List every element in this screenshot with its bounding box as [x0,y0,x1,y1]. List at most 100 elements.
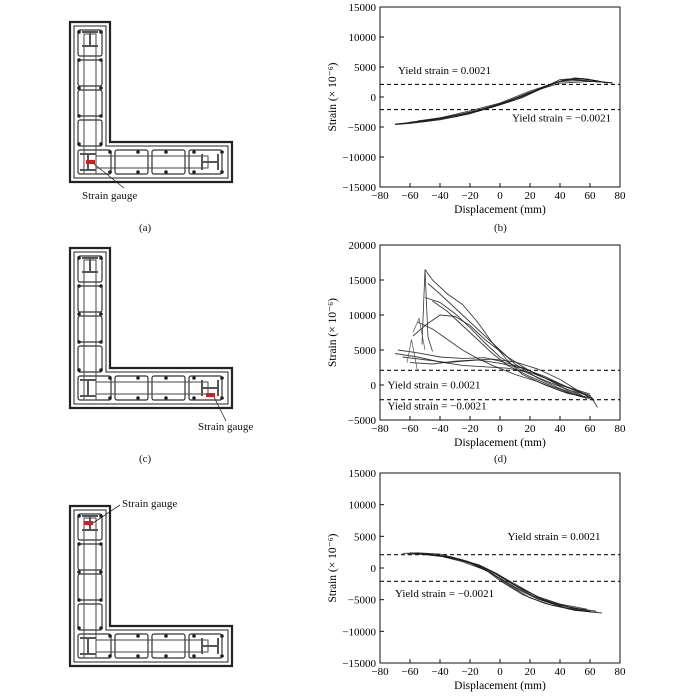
rebar-dot [99,86,103,90]
i-beam-corner [80,379,96,397]
hysteresis-curve-2 [432,300,588,399]
rebar-dot [77,598,81,602]
x-tick-label: −60 [401,423,419,435]
y-tick-label: 10000 [349,32,377,44]
rebar-dot [108,170,112,174]
flange-cell [188,149,223,175]
yield-label: Yield strain = −0.0021 [388,401,487,413]
section-outline [68,504,234,668]
yield-label: Yield strain = 0.0021 [388,380,481,392]
web-cell [77,513,103,541]
rebar-dot [77,514,81,518]
rebar-dot [77,340,81,344]
caption-a: (a) [139,222,152,234]
hysteresis-curve-9 [424,297,583,396]
y-tick-label: −5000 [348,415,377,427]
x-tick-label: 80 [615,423,627,435]
y-tick-label: 20000 [349,240,377,252]
flange-cell [114,375,149,401]
section-outline [68,20,234,184]
hysteresis-curve-7 [432,554,588,610]
caption-d: (d) [494,453,507,465]
rebar-dot [77,312,81,316]
web-cell [77,255,103,283]
x-tick-label: 40 [555,190,567,202]
rebar-dot [164,396,168,400]
hysteresis-curve-0 [402,552,598,613]
rebar-dot [77,142,81,146]
rebar-dot [136,170,140,174]
x-tick-label: 0 [497,190,503,202]
x-tick-label: −60 [401,666,419,678]
rebar-dot [77,256,81,260]
gauge-leader-c [213,396,227,422]
yield-label: Yield strain = −0.0021 [512,113,611,125]
i-beam-end [201,638,219,654]
rebar-dot [77,86,81,90]
hysteresis-curve-0 [424,269,591,399]
rebar-dot [164,150,168,154]
gauge-label-c: Strain gauge [198,421,254,433]
x-tick-label: −40 [431,666,449,678]
rebar-dot [77,542,81,546]
x-tick-label: −80 [371,190,389,202]
web-cell [77,59,103,87]
section-drawing-a [68,20,234,668]
y-axis-label: Strain (× 10⁻⁶) [327,62,339,131]
x-tick-label: 60 [585,666,597,678]
strain-gauge-marker [206,393,215,397]
x-axis-label: Displacement (mm) [454,437,546,449]
yield-label: Yield strain = −0.0021 [395,588,494,600]
rebar-dot [77,570,81,574]
rebar-dot [136,376,140,380]
rebar-dot [136,634,140,638]
y-tick-label: 0 [371,92,377,104]
rebar-dot [99,626,103,630]
gauge-label-a: Strain gauge [82,190,138,202]
i-beam-corner [80,637,96,655]
caption-b: (b) [494,222,507,234]
rebar-dot [220,376,224,380]
y-tick-label: 10000 [349,500,377,512]
rebar-dot [192,376,196,380]
section-inner-outline [73,509,229,663]
y-tick-label: −10000 [342,626,376,638]
rebar-dot [220,150,224,154]
gauge-label-e: Strain gauge [122,498,178,510]
x-tick-label: 20 [525,666,537,678]
l-section [68,20,234,184]
y-tick-label: −10000 [342,152,376,164]
i-beam-top [82,257,98,273]
x-tick-label: −20 [461,190,479,202]
x-tick-label: 20 [525,190,537,202]
x-tick-label: 80 [615,666,627,678]
rebar-dot [164,654,168,658]
yield-label: Yield strain = 0.0021 [508,531,601,543]
y-tick-label: 15000 [349,2,377,14]
rebar-dot [99,312,103,316]
x-tick-label: −40 [431,423,449,435]
web-cell [77,89,103,117]
flange-cell [151,633,186,659]
x-axis-label: Displacement (mm) [454,680,546,692]
web-cell [77,315,103,343]
rebar-dot [77,626,81,630]
plot-frame [379,6,621,188]
x-tick-label: 0 [497,666,503,678]
web-cell [77,119,103,147]
rebar-dot [192,654,196,658]
rebar-dot [99,142,103,146]
rebar-dot [192,150,196,154]
x-tick-label: −40 [431,190,449,202]
hysteresis-curve-7 [409,359,591,395]
y-axis-label: Strain (× 10⁻⁶) [327,533,339,602]
y-tick-label: 5000 [354,345,377,357]
rebar-dot [77,30,81,34]
y-tick-label: −15000 [342,658,376,670]
web-cell [77,573,103,601]
hysteresis-curve-8 [412,314,598,408]
i-beam-end [201,380,219,396]
x-axis-label: Displacement (mm) [454,204,546,216]
rebar-dot [192,396,196,400]
hysteresis-curve-5 [402,356,595,401]
